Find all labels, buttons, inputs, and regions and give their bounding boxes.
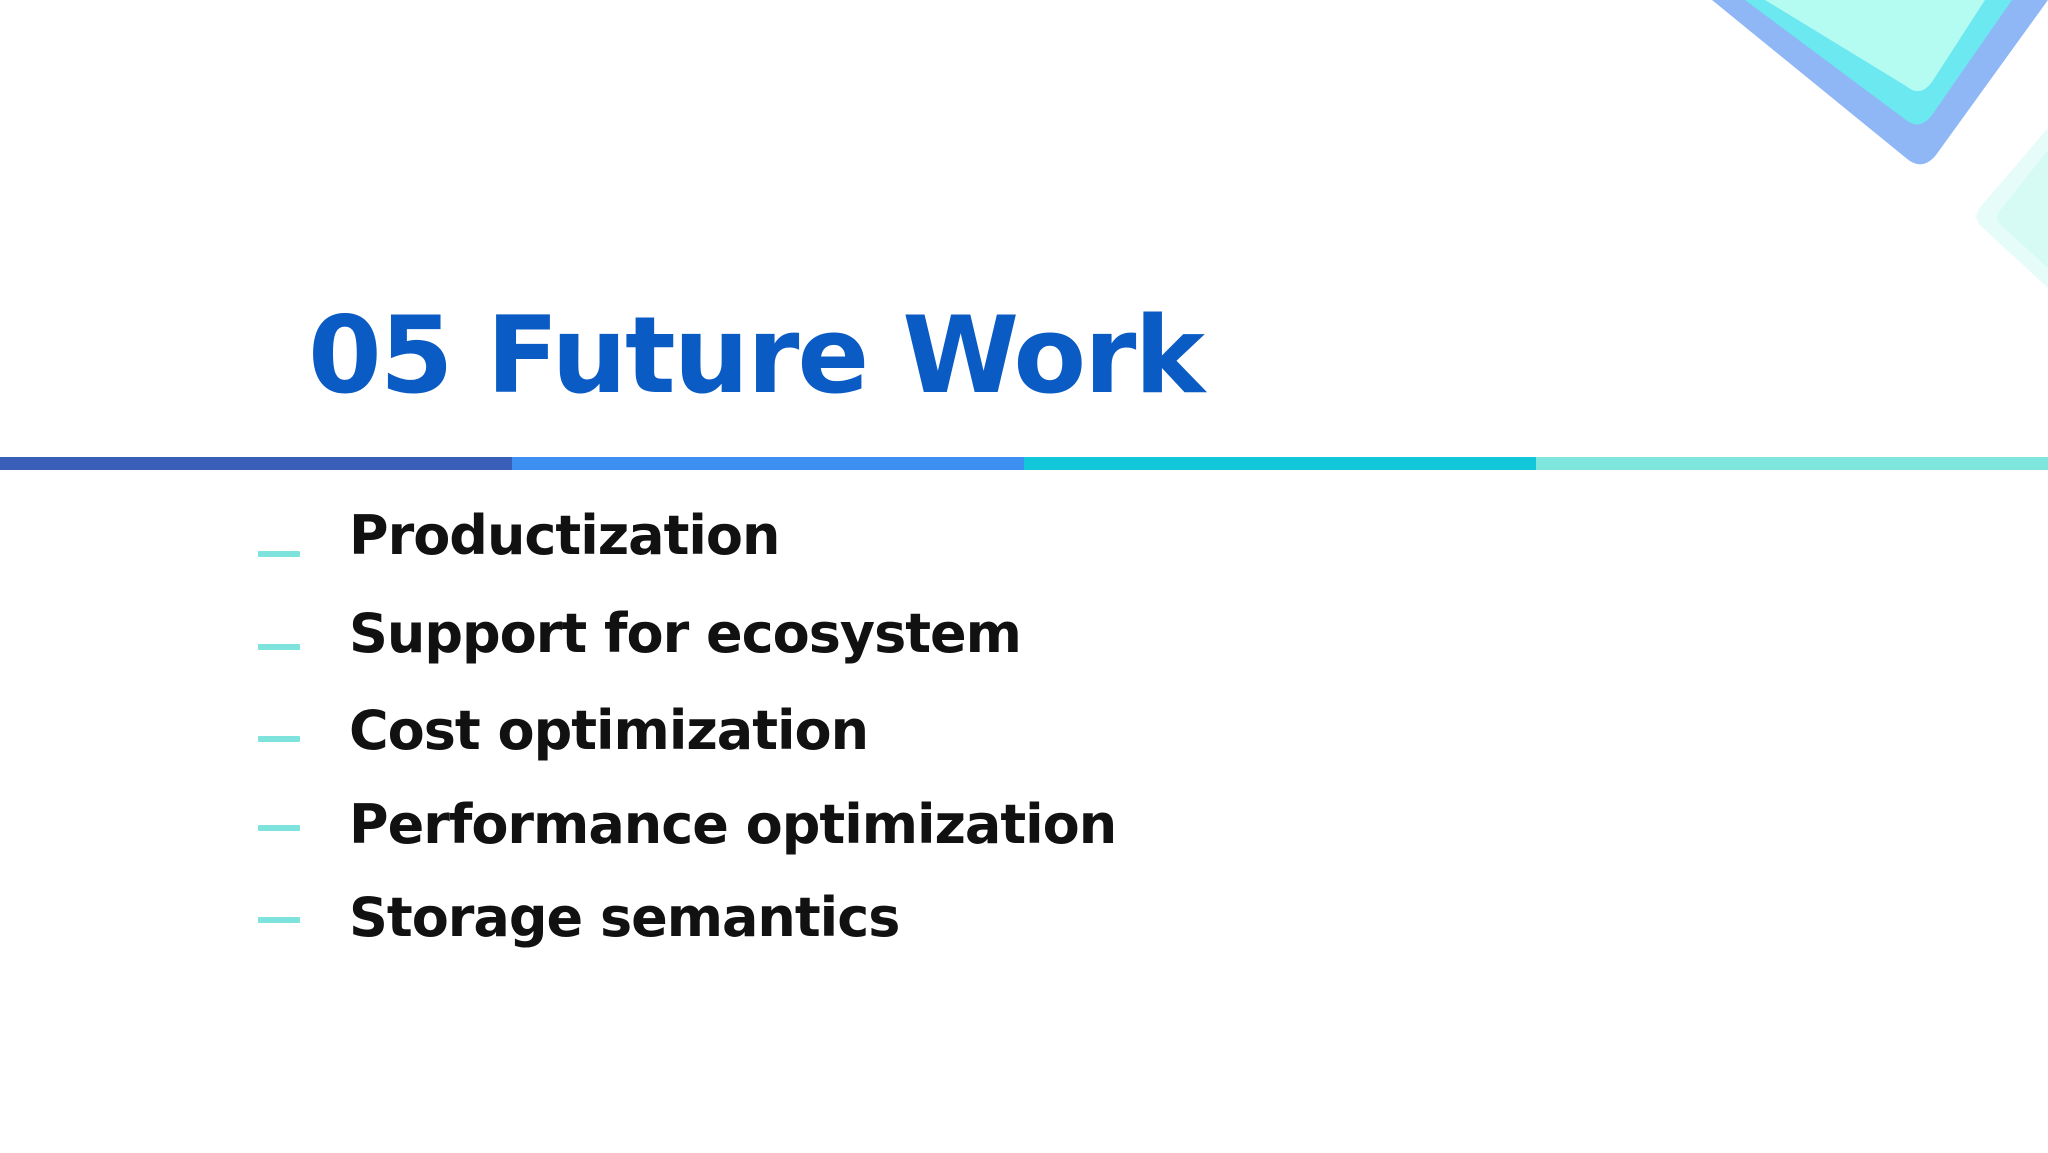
slide-title: 05 Future Work xyxy=(308,294,1205,417)
list-item: Storage semantics xyxy=(0,882,1400,962)
bullet-text: Support for ecosystem xyxy=(349,602,1022,665)
bullet-text: Storage semantics xyxy=(349,886,900,949)
divider-segment-2 xyxy=(512,457,1024,470)
list-item: Productization xyxy=(0,500,1400,580)
list-item: Cost optimization xyxy=(0,695,1400,775)
corner-chevron-inner xyxy=(1765,0,1985,92)
list-item: Support for ecosystem xyxy=(0,598,1400,678)
title-divider xyxy=(0,457,2048,470)
divider-segment-1 xyxy=(0,457,512,470)
bullet-text: Cost optimization xyxy=(349,699,869,762)
dash-icon xyxy=(258,644,300,650)
divider-segment-3 xyxy=(1024,457,1536,470)
dash-icon xyxy=(258,551,300,557)
divider-segment-4 xyxy=(1536,457,2048,470)
dash-icon xyxy=(258,917,300,923)
list-item: Performance optimization xyxy=(0,789,1400,869)
dash-icon xyxy=(258,825,300,831)
corner-side-shape-inner xyxy=(1997,150,2048,268)
bullet-text: Productization xyxy=(349,504,780,567)
bullet-text: Performance optimization xyxy=(349,793,1117,856)
dash-icon xyxy=(258,736,300,742)
